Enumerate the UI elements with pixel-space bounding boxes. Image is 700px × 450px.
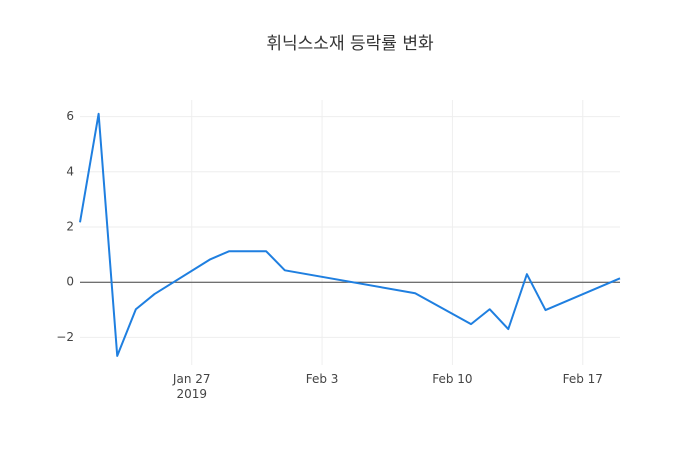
x-tick-label: Feb 3 (306, 372, 339, 386)
y-tick-label: 2 (66, 219, 74, 233)
y-tick-label: 0 (66, 275, 74, 289)
x-tick-label: Jan 27 2019 (172, 372, 211, 401)
x-tick-label: Feb 17 (563, 372, 603, 386)
y-tick-label: −2 (56, 330, 74, 344)
y-tick-label: 4 (66, 164, 74, 178)
y-tick-label: 6 (66, 109, 74, 123)
x-tick-label: Feb 10 (432, 372, 472, 386)
chart-title: 휘닉스소재 등락률 변화 (266, 34, 434, 54)
line-series (79, 112, 621, 357)
